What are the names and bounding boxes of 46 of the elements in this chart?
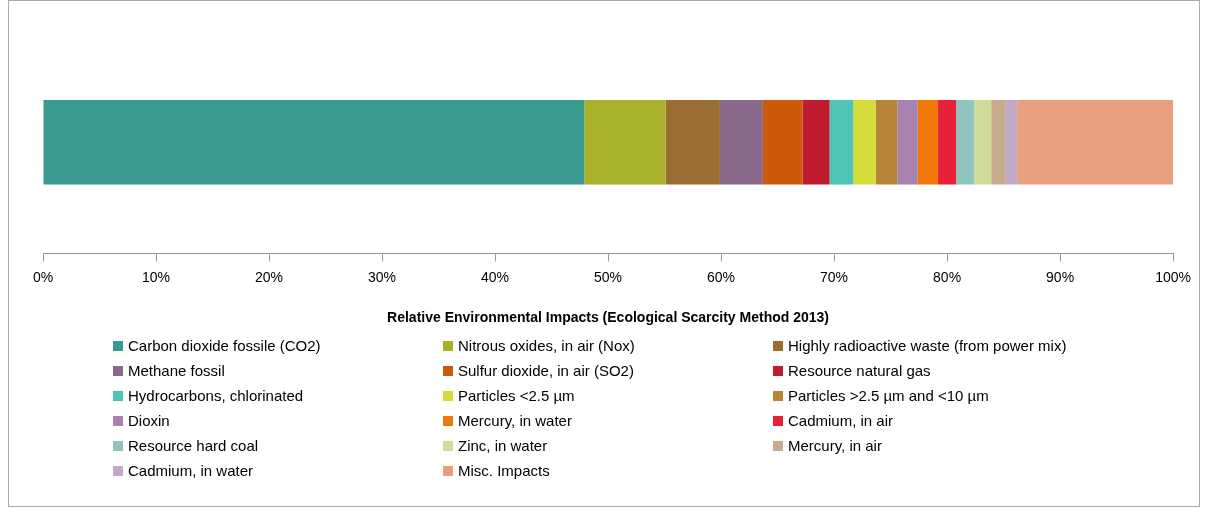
x-tick-label: 70% — [820, 268, 849, 285]
bar — [956, 99, 975, 185]
legend-label: Resource hard coal — [128, 437, 259, 454]
x-tick-label: 10% — [141, 268, 171, 285]
x-tick-label: 50% — [594, 268, 623, 285]
legend-label: Dioxin — [128, 412, 170, 429]
bar — [719, 99, 763, 185]
legend-label: Misc. Impacts — [458, 462, 550, 479]
x-tick-label: 60% — [707, 268, 736, 285]
x-tick-label: 30% — [368, 268, 397, 285]
bar — [584, 99, 666, 185]
bar — [897, 99, 918, 185]
bar — [665, 99, 720, 185]
legend-label: Zinc, in water — [458, 437, 548, 454]
legend-label: Carbon dioxide fossile (CO2) — [128, 337, 321, 354]
bar — [917, 99, 939, 185]
bar — [875, 99, 898, 185]
bar — [974, 99, 992, 185]
bar — [829, 99, 854, 185]
bar — [1017, 99, 1174, 185]
legend-label: Methane fossil — [128, 362, 225, 379]
legend-label: Mercury, in air — [788, 437, 882, 454]
x-tick-label: 100% — [1155, 268, 1191, 285]
legend-label: Nitrous oxides, in air (Nox) — [458, 337, 635, 354]
legend-label: Hydrocarbons, chlorinated — [128, 387, 304, 404]
legend-label: Particles >2.5 µm and <10 µm — [788, 387, 989, 404]
legend-label: Cadmium, in air — [788, 412, 894, 429]
x-tick-label: 80% — [933, 268, 962, 285]
x-tick-label: 40% — [481, 268, 510, 285]
bar — [853, 99, 876, 185]
legend-label: Highly radioactive waste (from power mix) — [788, 337, 1067, 354]
legend-label: Cadmium, in water — [128, 462, 254, 479]
bar — [938, 99, 957, 185]
bar — [802, 99, 830, 185]
legend-label: Sulfur dioxide, in air (SO2) — [458, 362, 634, 379]
x-tick-label: 90% — [1046, 268, 1075, 285]
bar — [1005, 99, 1018, 185]
bar — [991, 99, 1006, 185]
legend-label: Resource natural gas — [788, 362, 931, 379]
legend-label: Mercury, in water — [458, 412, 572, 429]
x-tick-label: 20% — [255, 268, 284, 285]
bar — [762, 99, 803, 185]
x-axis-title: Relative Environmental Impacts (Ecological Scarcity Method 2013) — [387, 309, 830, 326]
bar — [43, 99, 585, 185]
x-tick-label: 0% — [32, 268, 54, 285]
legend-label: Particles <2.5 µm — [458, 387, 575, 404]
